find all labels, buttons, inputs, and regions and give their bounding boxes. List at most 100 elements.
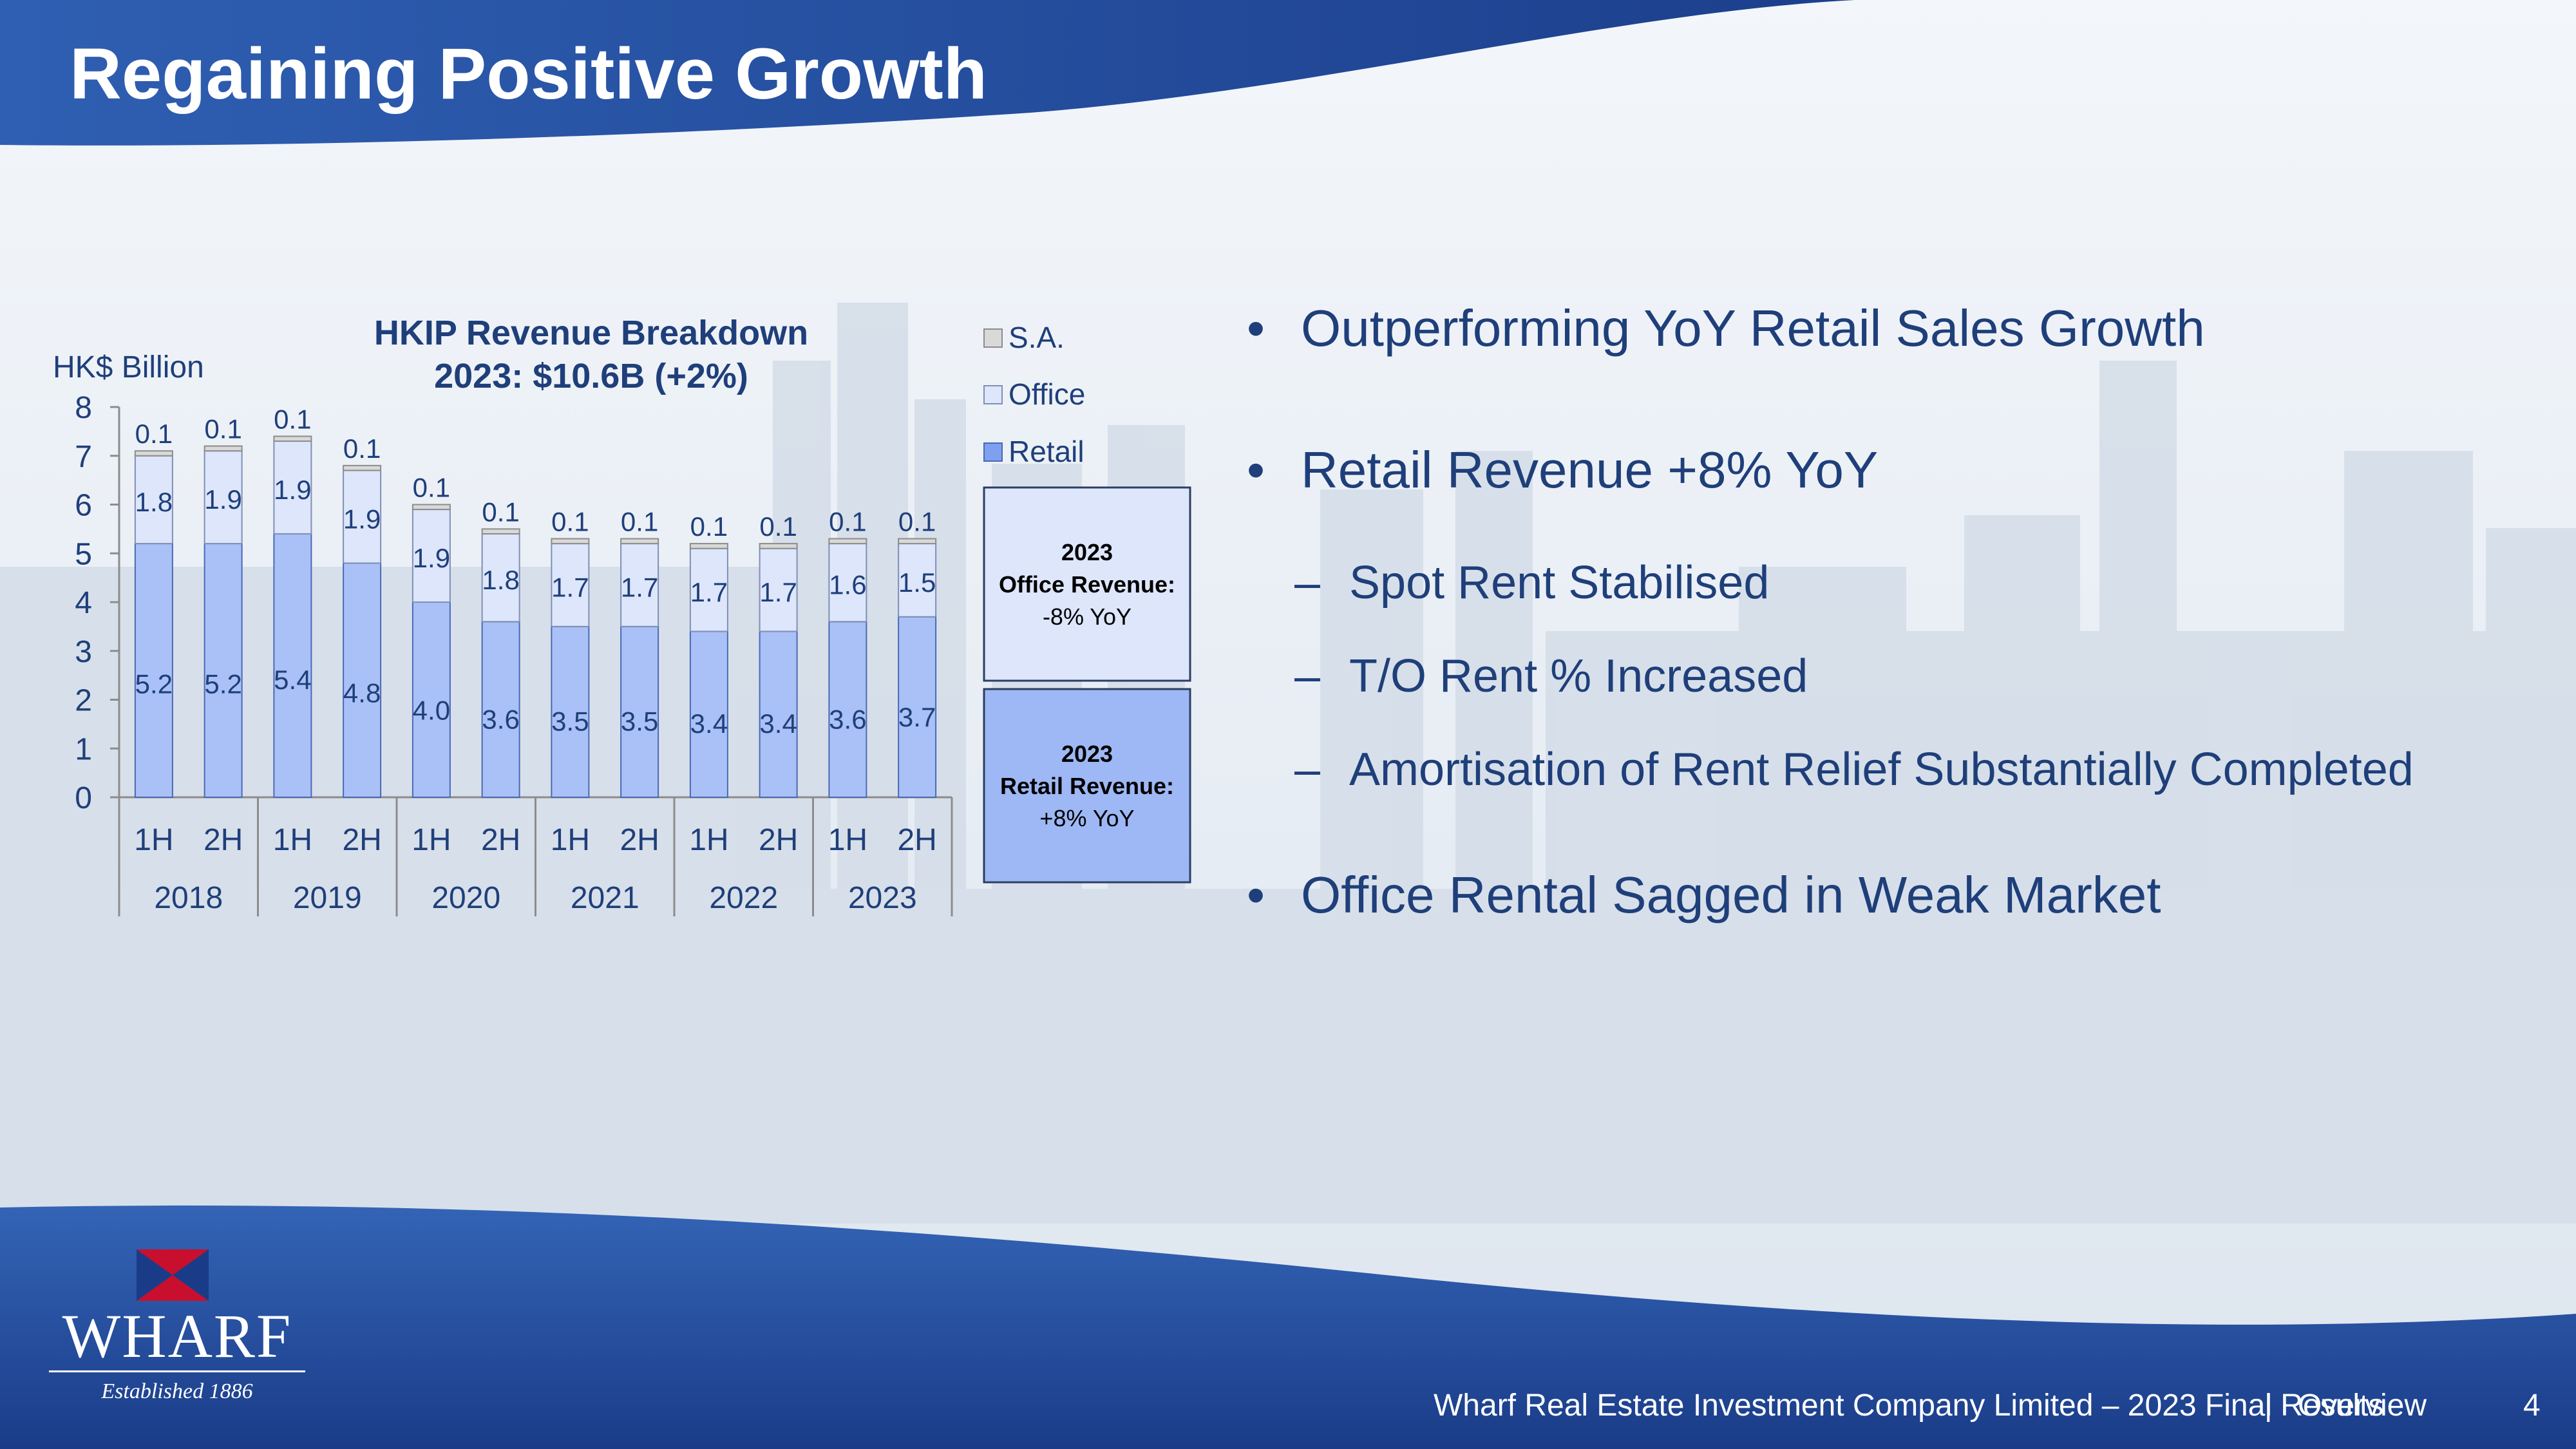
bar-sa <box>343 464 382 471</box>
data-label-sa: 0.1 <box>274 404 311 434</box>
data-label-sa: 0.1 <box>621 507 658 537</box>
data-label-sa: 0.1 <box>413 473 450 503</box>
legend-sa-label: S.A. <box>1009 321 1065 354</box>
bar-retail <box>273 533 312 798</box>
legend-sa-swatch <box>983 328 1003 348</box>
data-label-sa: 0.1 <box>898 507 936 537</box>
bar-retail <box>134 543 173 798</box>
logo-divider <box>49 1370 305 1372</box>
data-label-sa: 0.1 <box>482 497 519 527</box>
data-label-retail: 4.8 <box>343 677 381 708</box>
header-wave <box>0 0 1855 146</box>
y-tick-label: 6 <box>75 489 92 523</box>
plot-area: 0 1 2 3 4 5 6 7 8 5.2 1.8 0.1 1H 5.2 1.9 0.1 2H 5.4 1.9 0.1… <box>75 391 953 916</box>
data-label-retail: 3.4 <box>759 708 797 739</box>
bar-retail <box>898 616 937 798</box>
bar-office <box>689 547 728 632</box>
bullet-marker: • <box>1247 441 1265 498</box>
page-number: 4 <box>2523 1388 2541 1423</box>
bar-retail <box>481 621 520 798</box>
bar-office <box>273 440 312 535</box>
legend-office-swatch <box>983 385 1003 404</box>
bar-retail <box>689 630 728 798</box>
y-tick-label: 1 <box>75 732 92 766</box>
bar-sa <box>551 538 590 545</box>
x-tick-label: 1H <box>551 823 590 857</box>
year-group-label: 2020 <box>431 881 500 915</box>
sub-bullet-marker: – <box>1294 557 1321 609</box>
y-tick-label: 3 <box>75 635 92 669</box>
y-axis-label: HK$ Billion <box>53 350 204 384</box>
data-label-sa: 0.1 <box>759 511 797 542</box>
data-label-office: 1.7 <box>690 577 728 607</box>
wharf-flag-logo-icon <box>137 1249 209 1301</box>
data-label-office: 1.8 <box>135 487 173 517</box>
bar-sa <box>134 450 173 457</box>
data-label-retail: 5.4 <box>274 665 311 695</box>
data-label-retail: 5.2 <box>135 669 173 699</box>
bar-sa <box>828 538 867 545</box>
y-tick-label: 5 <box>75 537 92 571</box>
data-label-retail: 3.5 <box>621 706 658 737</box>
bar-sa <box>689 543 728 549</box>
bar-office <box>481 533 520 623</box>
x-tick-label: 1H <box>273 823 312 857</box>
year-group-label: 2019 <box>293 881 362 915</box>
bar-office <box>551 543 590 627</box>
retail-callout-label: Retail Revenue: <box>1000 773 1174 799</box>
data-label-retail: 4.0 <box>413 696 450 726</box>
bar-retail <box>828 621 867 798</box>
sub-bullet-text: Spot Rent Stabilised <box>1349 557 1770 609</box>
office-callout-label: Office Revenue: <box>999 571 1175 598</box>
y-tick-label: 2 <box>75 684 92 718</box>
data-label-retail: 3.4 <box>690 708 728 739</box>
wharf-logo: WHARF Established 1886 <box>45 1249 309 1410</box>
data-label-sa: 0.1 <box>551 507 589 537</box>
y-tick-label: 0 <box>75 781 92 815</box>
legend-retail-swatch <box>983 442 1003 462</box>
y-tick-label: 7 <box>75 440 92 474</box>
data-label-office: 1.7 <box>759 577 797 607</box>
retail-callout-year: 2023 <box>1061 741 1113 767</box>
bullet-marker: • <box>1247 299 1265 357</box>
bar-office <box>759 547 798 632</box>
bar-sa <box>481 528 520 535</box>
footer-separator: | <box>2264 1388 2273 1423</box>
data-label-retail: 3.6 <box>829 704 866 734</box>
data-label-office: 1.7 <box>621 572 658 602</box>
sub-bullet-text: T/O Rent % Increased <box>1349 650 1808 702</box>
year-group-label: 2023 <box>848 881 917 915</box>
bar-office <box>412 509 451 603</box>
office-callout-box <box>983 486 1191 682</box>
x-tick-label: 2H <box>759 823 798 857</box>
x-tick-label: 1H <box>828 823 867 857</box>
legend-office-label: Office <box>1009 377 1085 411</box>
data-label-retail: 3.5 <box>551 706 589 737</box>
footer-company-text: Wharf Real Estate Investment Company Lim… <box>1434 1388 2384 1423</box>
bar-sa <box>620 538 659 545</box>
data-label-retail: 5.2 <box>204 669 242 699</box>
bar-sa <box>759 543 798 549</box>
bar-office <box>343 469 382 564</box>
office-callout-value: -8% YoY <box>1043 603 1132 630</box>
bar-sa <box>204 445 243 452</box>
bar-office <box>134 455 173 545</box>
bar-sa <box>412 504 451 511</box>
sub-bullet-marker: – <box>1294 744 1321 795</box>
bar-office <box>204 450 243 545</box>
page-title: Regaining Positive Growth <box>70 33 988 114</box>
x-tick-label: 2H <box>620 823 659 857</box>
bar-retail <box>759 630 798 798</box>
data-label-office: 1.9 <box>413 543 450 573</box>
office-callout-year: 2023 <box>1061 539 1113 565</box>
chart-subtitle: 2023: $10.6B (+2%) <box>434 357 748 395</box>
x-tick-label: 2H <box>481 823 520 857</box>
harbour-water <box>0 889 2576 1224</box>
logo-tagline: Established 1886 <box>101 1379 253 1403</box>
bar-office <box>898 543 937 618</box>
data-label-office: 1.7 <box>551 572 589 602</box>
data-label-office: 1.5 <box>898 567 936 598</box>
bar-sa <box>273 435 312 442</box>
